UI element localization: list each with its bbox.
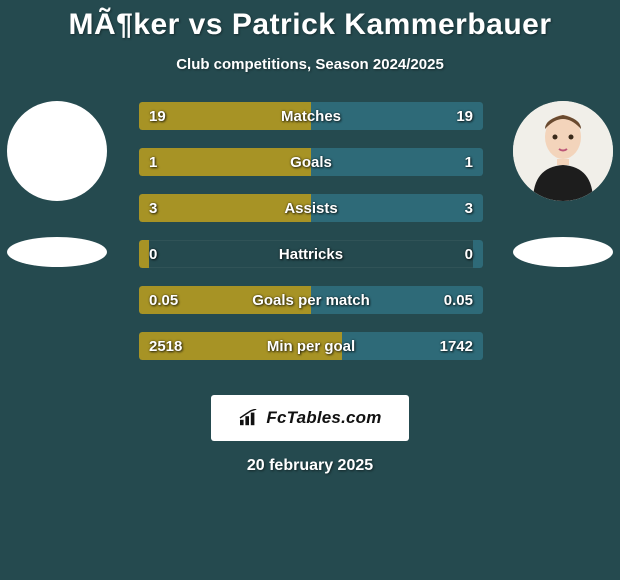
footer-date: 20 february 2025 [0, 457, 620, 475]
player-right-column [508, 101, 618, 267]
player-left-column [2, 101, 112, 267]
stat-label: Min per goal [139, 332, 483, 361]
player-left-club-badge [7, 237, 107, 267]
page-title: MÃ¶ker vs Patrick Kammerbauer [0, 0, 620, 42]
stat-row: 25181742Min per goal [138, 331, 484, 361]
stat-row: 00Hattricks [138, 239, 484, 269]
stat-label: Assists [139, 194, 483, 223]
stat-row: 0.050.05Goals per match [138, 285, 484, 315]
stat-label: Goals per match [139, 286, 483, 315]
stat-row: 11Goals [138, 147, 484, 177]
person-icon [513, 101, 613, 201]
brand-badge: FcTables.com [211, 395, 409, 441]
stat-label: Matches [139, 102, 483, 131]
player-right-avatar [513, 101, 613, 201]
player-left-avatar [7, 101, 107, 201]
stat-label: Hattricks [139, 240, 483, 269]
bar-chart-icon [238, 409, 260, 427]
stat-row: 1919Matches [138, 101, 484, 131]
stat-label: Goals [139, 148, 483, 177]
stat-row: 33Assists [138, 193, 484, 223]
stats-bar-list: 1919Matches 11Goals 33Assists 00Hattricks 0.… [138, 101, 484, 377]
brand-text: FcTables.com [266, 408, 381, 428]
player-right-club-badge [513, 237, 613, 267]
subtitle: Club competitions, Season 2024/2025 [0, 56, 620, 73]
comparison-panel: 1919Matches 11Goals 33Assists 00Hattricks 0.… [0, 101, 620, 391]
